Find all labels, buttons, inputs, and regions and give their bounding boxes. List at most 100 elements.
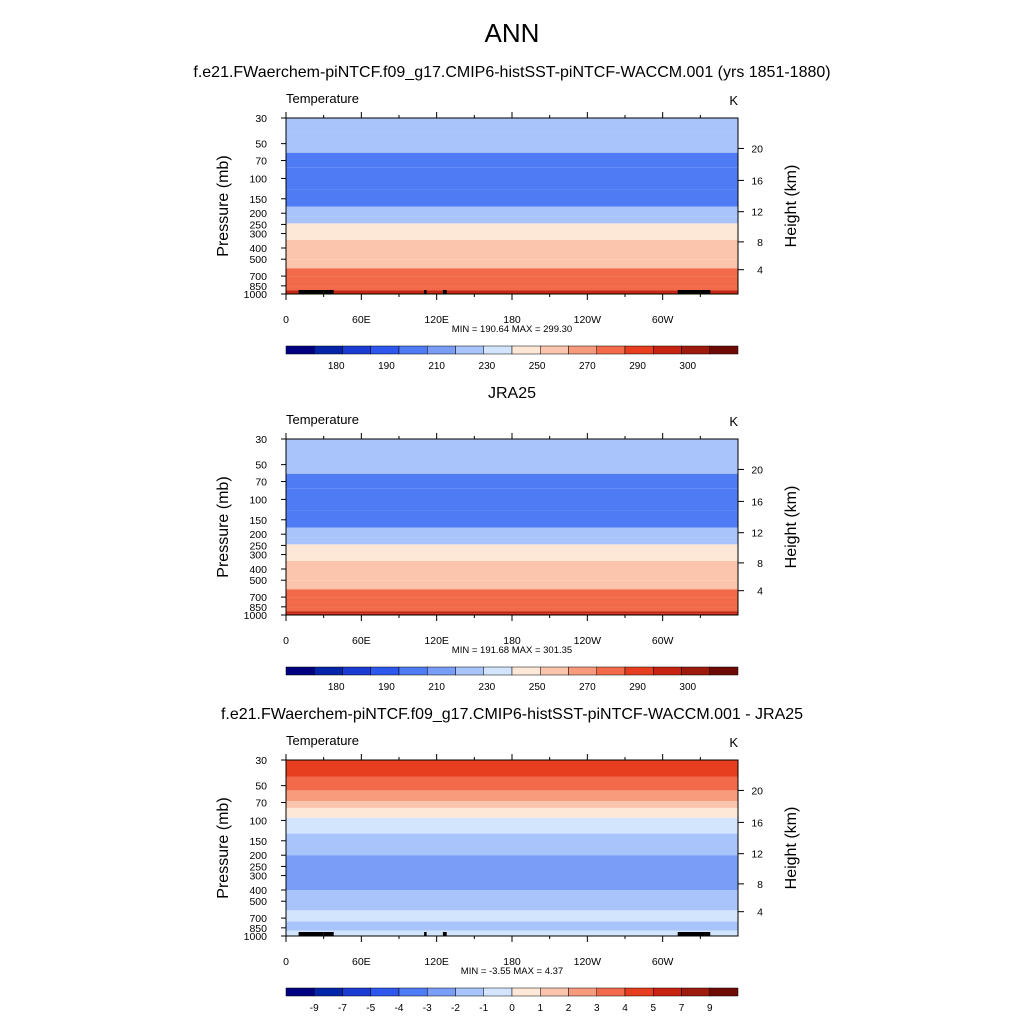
colorbar-segment — [314, 666, 343, 676]
x-tick-label: 180 — [503, 956, 521, 968]
height-tick-label: 4 — [757, 265, 763, 277]
x-tick-label: 120W — [574, 314, 602, 326]
contour-band — [286, 118, 738, 133]
contour-band — [286, 473, 738, 489]
colorbar-segment — [624, 666, 654, 676]
colorbar-segment — [511, 987, 541, 997]
y-tick-label: 30 — [255, 755, 267, 767]
y-tick-label: 700 — [249, 592, 267, 604]
height-tick-label: 4 — [757, 907, 763, 919]
y-tick-label: 500 — [249, 575, 267, 587]
y-tick-label: 30 — [255, 434, 267, 446]
x-tick-label: 0 — [283, 314, 289, 326]
contour-band — [286, 488, 738, 511]
colorbar-segment — [370, 987, 400, 997]
colorbar-label: 3 — [594, 1003, 600, 1014]
contour-band — [286, 544, 738, 553]
x-tick-label: 60W — [652, 314, 674, 326]
contour-band — [286, 132, 738, 153]
colorbar-segment — [511, 666, 541, 676]
colorbar-label: 5 — [650, 1003, 656, 1014]
contour-band — [286, 239, 738, 251]
colorbar-segment — [285, 987, 315, 997]
min-max-stats: MIN = 191.68 MAX = 301.35 — [452, 645, 572, 656]
contour-band — [286, 571, 738, 581]
colorbar-label: 270 — [579, 682, 596, 693]
colorbar-segment — [624, 345, 654, 355]
y-tick-label: 400 — [249, 243, 267, 255]
colorbar-segment — [483, 666, 513, 676]
y-tick-label: 850 — [249, 923, 267, 935]
colorbar-segment — [285, 666, 315, 676]
colorbar-segment — [342, 987, 371, 997]
units-label: K — [729, 414, 738, 429]
colorbar-label: 230 — [479, 361, 496, 372]
contour-band — [286, 760, 738, 777]
panel-1-title: f.e21.FWaerchem-piNTCF.f09_g17.CMIP6-his… — [193, 64, 831, 81]
colorbar-label: -4 — [395, 1003, 404, 1014]
colorbar-segment — [653, 345, 682, 355]
colorbar-label: -3 — [423, 1003, 432, 1014]
contour-band — [286, 597, 738, 603]
height-tick-label: 20 — [751, 785, 763, 797]
y-axis-label: Pressure (mb) — [215, 797, 232, 898]
height-tick-label: 8 — [757, 558, 763, 570]
contour-band — [286, 292, 738, 294]
topography-mask — [424, 932, 427, 936]
x-tick-label: 120W — [574, 635, 602, 647]
colorbar-segment — [596, 345, 626, 355]
height-tick-label: 16 — [751, 817, 763, 829]
colorbar-segment — [568, 345, 597, 355]
x-tick-label: 60E — [352, 956, 371, 968]
contour-band — [286, 611, 738, 614]
colorbar-label: 210 — [428, 361, 445, 372]
colorbar-label: -9 — [310, 1003, 319, 1014]
panel-1 — [281, 112, 744, 355]
contour-band — [286, 890, 738, 911]
height-tick-label: 12 — [751, 849, 763, 861]
min-max-stats: MIN = 190.64 MAX = 299.30 — [452, 324, 572, 335]
contour-band — [286, 537, 738, 545]
contour-band — [286, 921, 738, 931]
colorbar-label: 0 — [509, 1003, 515, 1014]
colorbar-segment — [314, 987, 343, 997]
height-tick-label: 16 — [751, 496, 763, 508]
colorbar-label: 190 — [378, 682, 395, 693]
contour-band — [286, 589, 738, 598]
colorbar-label: 270 — [579, 361, 596, 372]
colorbar-segment — [709, 345, 739, 355]
topography-mask — [677, 932, 711, 936]
contour-band — [286, 552, 738, 561]
y-tick-label: 200 — [249, 850, 267, 862]
height-tick-label: 8 — [757, 237, 763, 249]
contour-band — [286, 776, 738, 791]
y-tick-label: 150 — [249, 194, 267, 206]
contour-band — [286, 231, 738, 240]
x-tick-label: 120E — [424, 314, 449, 326]
colorbar-segment — [681, 666, 710, 676]
contour-band — [286, 281, 738, 287]
contour-band — [286, 790, 738, 802]
colorbar-label: -1 — [479, 1003, 488, 1014]
contour-band — [286, 855, 738, 891]
colorbar-segment — [455, 987, 484, 997]
colorbar-segment — [653, 987, 682, 997]
colorbar-segment — [568, 987, 597, 997]
colorbar-segment — [314, 345, 343, 355]
contour-band — [286, 613, 738, 615]
colorbar-label: 300 — [679, 682, 696, 693]
contour-band — [286, 206, 738, 217]
contour-band — [286, 250, 738, 260]
colorbar-segment — [285, 345, 315, 355]
contour-band — [286, 167, 738, 190]
colorbar-segment — [483, 345, 513, 355]
y-tick-label: 300 — [249, 550, 267, 562]
colorbar-label: 290 — [629, 682, 646, 693]
colorbar-label: 7 — [679, 1003, 685, 1014]
y-axis-label: Pressure (mb) — [215, 476, 232, 577]
colorbar-segment — [427, 345, 456, 355]
y-tick-label: 200 — [249, 529, 267, 541]
colorbar-segment — [398, 666, 428, 676]
colorbar-label: 1 — [537, 1003, 543, 1014]
contour-band — [286, 223, 738, 232]
